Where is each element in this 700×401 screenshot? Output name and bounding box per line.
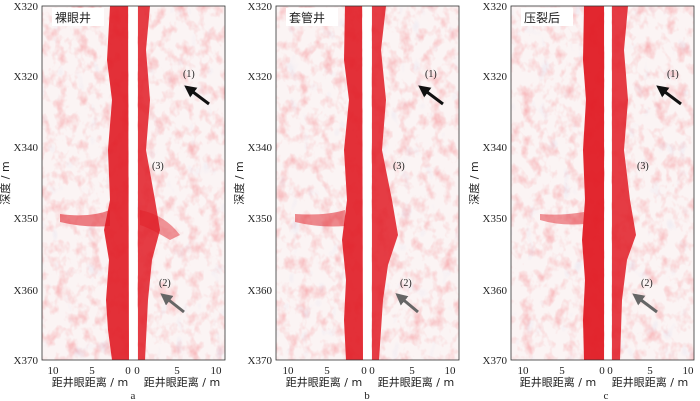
y-tick-label: X320 bbox=[483, 1, 508, 13]
gray-arrow bbox=[160, 293, 185, 314]
black-arrow bbox=[656, 85, 682, 106]
panel-title: 套管井 bbox=[289, 10, 325, 25]
y-tick-label: X320 bbox=[248, 1, 273, 13]
gray-arrow bbox=[395, 293, 419, 314]
y-tick-label: X340 bbox=[14, 142, 39, 154]
marker-label: (3) bbox=[637, 161, 649, 172]
panel-b: 套管井 X320 X320 X340 X350 X360 X370 10 5 0… bbox=[248, 1, 460, 401]
x-axis-label-right: 距井眼距离 / m bbox=[612, 375, 688, 389]
y-axis-label: 深度 / m bbox=[0, 161, 12, 204]
black-arrow bbox=[184, 85, 210, 106]
y-tick-label: X350 bbox=[14, 213, 39, 225]
y-tick-label: X370 bbox=[483, 355, 508, 367]
x-tick-label: 10 bbox=[683, 365, 695, 377]
panel-sublabel: a bbox=[131, 390, 136, 401]
x-axis-label-left: 距井眼距离 / m bbox=[286, 375, 362, 389]
x-tick-label: 10 bbox=[48, 365, 60, 377]
y-tick-label: X350 bbox=[483, 213, 508, 225]
x-tick-label: 0 bbox=[125, 365, 131, 377]
x-tick-label: 5 bbox=[559, 365, 565, 377]
x-axis-label-left: 距井眼距离 / m bbox=[520, 375, 596, 389]
panel-sublabel: b bbox=[364, 390, 370, 401]
y-tick-label: X340 bbox=[483, 142, 508, 154]
y-tick-label: X360 bbox=[483, 285, 508, 297]
y-tick-label: X340 bbox=[248, 142, 273, 154]
x-tick-label: 10 bbox=[518, 365, 530, 377]
y-tick-label: X370 bbox=[14, 355, 39, 367]
x-tick-label: 5 bbox=[647, 365, 653, 377]
y-axis-label: 深度 / m bbox=[467, 161, 481, 204]
y-tick-label: X360 bbox=[14, 285, 39, 297]
y-tick-label: X360 bbox=[248, 285, 273, 297]
y-tick-label: X320 bbox=[14, 1, 39, 13]
marker-label: (2) bbox=[159, 278, 171, 289]
x-tick-label: 0 bbox=[369, 365, 375, 377]
marker-label: (1) bbox=[425, 69, 437, 80]
y-axis-label: 深度 / m bbox=[232, 161, 246, 204]
x-axis-label-left: 距井眼距离 / m bbox=[52, 375, 128, 389]
x-tick-label: 5 bbox=[409, 365, 415, 377]
y-tick-label: X320 bbox=[248, 71, 273, 83]
x-axis-label-right: 距井眼距离 / m bbox=[144, 375, 220, 389]
x-tick-label: 5 bbox=[174, 365, 180, 377]
x-tick-label: 10 bbox=[283, 365, 295, 377]
panel-a: 裸眼井 X320 X320 X340 X350 X360 X370 10 5 0… bbox=[14, 1, 226, 401]
marker-label: (3) bbox=[152, 161, 164, 172]
panel-b-image bbox=[275, 5, 460, 361]
black-arrow bbox=[418, 85, 444, 106]
marker-label: (2) bbox=[400, 278, 412, 289]
marker-label: (1) bbox=[667, 69, 679, 80]
y-tick-label: X320 bbox=[483, 71, 508, 83]
x-axis-label-right: 距井眼距离 / m bbox=[378, 375, 454, 389]
panel-c-image bbox=[510, 5, 695, 361]
marker-label: (1) bbox=[183, 69, 195, 80]
x-tick-label: 5 bbox=[89, 365, 95, 377]
marker-label: (3) bbox=[393, 161, 405, 172]
panel-sublabel: c bbox=[604, 390, 609, 401]
panel-title: 压裂后 bbox=[524, 11, 560, 25]
x-tick-label: 0 bbox=[134, 365, 140, 377]
x-tick-label: 5 bbox=[324, 365, 330, 377]
x-tick-label: 10 bbox=[211, 365, 223, 377]
x-tick-label: 10 bbox=[445, 365, 457, 377]
x-tick-label: 0 bbox=[607, 365, 613, 377]
y-tick-label: X320 bbox=[14, 71, 39, 83]
marker-label: (2) bbox=[641, 278, 653, 289]
panel-a-image bbox=[41, 5, 226, 361]
gray-arrow bbox=[632, 293, 658, 314]
x-tick-label: 0 bbox=[599, 365, 605, 377]
panel-c: 压裂后 X320 X320 X340 X350 X360 X370 10 5 0… bbox=[483, 1, 695, 401]
panel-title: 裸眼井 bbox=[55, 10, 91, 25]
y-tick-label: X370 bbox=[248, 355, 273, 367]
y-tick-label: X350 bbox=[248, 213, 273, 225]
x-tick-label: 0 bbox=[361, 365, 367, 377]
